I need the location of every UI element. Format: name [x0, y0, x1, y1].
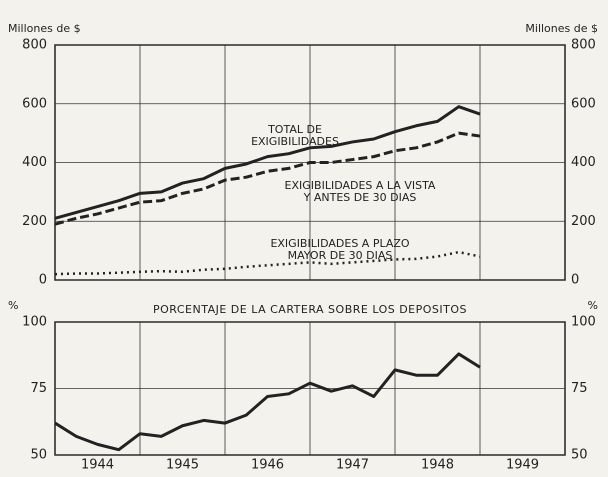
panel-title: PORCENTAJE DE LA CARTERA SOBRE LOS DEPOS…	[153, 303, 467, 316]
annotation: EXIGIBILIDADES	[251, 135, 339, 148]
y-axis-label: Millones de $	[8, 22, 81, 35]
x-tick-label: 1948	[421, 458, 454, 473]
y-tick-label: 100	[22, 315, 47, 330]
annotation: Y ANTES DE 30 DIAS	[303, 191, 417, 204]
series-line	[54, 250, 481, 276]
x-tick-label: 1947	[336, 458, 369, 473]
x-tick-label: 1945	[166, 458, 199, 473]
y-tick-label: 50	[30, 448, 47, 463]
y2-tick-label: 400	[571, 155, 596, 170]
series-line	[54, 131, 481, 226]
y2-tick-label: 0	[571, 273, 579, 288]
annotation: EXIGIBILIDADES A LA VISTA	[285, 179, 436, 192]
x-tick-label: 1946	[251, 458, 284, 473]
y2-tick-label: 100	[571, 315, 596, 330]
y-tick-label: 800	[22, 38, 47, 53]
y2-tick-label: 75	[571, 381, 588, 396]
series-line	[54, 105, 481, 220]
y2-axis-label: Millones de $	[525, 22, 598, 35]
y2-tick-label: 800	[571, 38, 596, 53]
x-tick-label: 1949	[506, 458, 539, 473]
y2-tick-label: 600	[571, 96, 596, 111]
y-tick-label: 200	[22, 214, 47, 229]
y-tick-label: 75	[30, 381, 47, 396]
y2-tick-label: 200	[571, 214, 596, 229]
series-line	[54, 352, 481, 452]
y-tick-label: 0	[39, 273, 47, 288]
annotation: MAYOR DE 30 DIAS	[288, 249, 393, 262]
annotation: TOTAL DE	[267, 123, 322, 136]
annotation: EXIGIBILIDADES A PLAZO	[270, 237, 409, 250]
y-tick-label: 400	[22, 155, 47, 170]
x-tick-label: 1944	[81, 458, 114, 473]
y2-tick-label: 50	[571, 448, 588, 463]
y2-axis-label: %	[588, 299, 598, 312]
y-axis-label: %	[8, 299, 18, 312]
y-tick-label: 600	[22, 96, 47, 111]
